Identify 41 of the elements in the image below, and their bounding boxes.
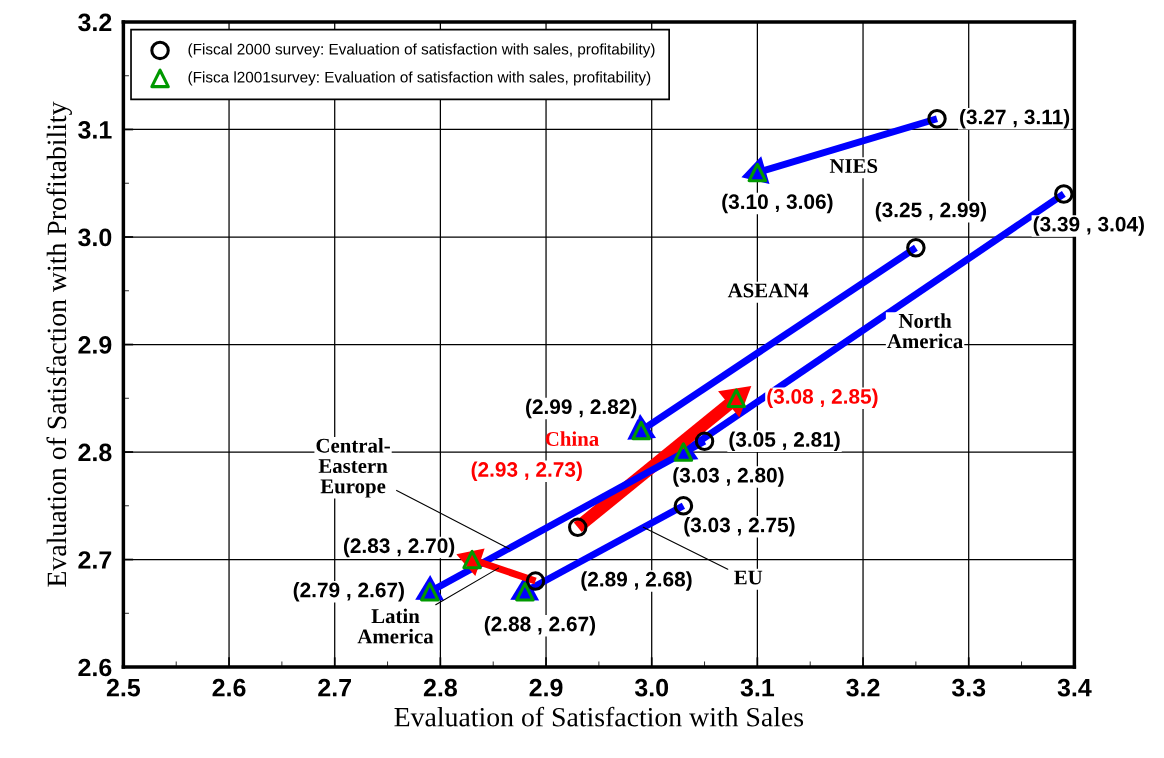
data-label: (3.03 , 2.75) bbox=[684, 517, 795, 537]
y-tick-label: 2.9 bbox=[78, 336, 112, 354]
data-label: (2.99 , 2.82) bbox=[526, 398, 637, 419]
x-tick-label: 2.9 bbox=[529, 678, 563, 697]
data-label: (2.79 , 2.67) bbox=[293, 582, 404, 602]
x-tick-label: 3.0 bbox=[634, 678, 669, 697]
x-tick-label: 3.2 bbox=[846, 678, 880, 697]
data-label: (3.25 , 2.99) bbox=[875, 202, 987, 222]
data-label: (3.08 , 2.85) bbox=[767, 388, 878, 408]
data-label: (3.03 , 2.80) bbox=[673, 467, 784, 487]
x-tick-label: 3.1 bbox=[740, 678, 775, 697]
data-label: (3.39 , 3.04) bbox=[1033, 216, 1144, 236]
x-tick-label: 2.7 bbox=[318, 678, 351, 697]
x-axis-title: Evaluation of Satisfaction with Sales bbox=[394, 706, 804, 727]
y-tick-label: 2.8 bbox=[78, 443, 112, 462]
data-label: (2.93 , 2.73) bbox=[471, 461, 582, 481]
y-tick-label: 2.7 bbox=[78, 551, 112, 569]
data-label: (2.88 , 2.67) bbox=[484, 616, 596, 636]
x-tick-label: 3.3 bbox=[951, 678, 986, 697]
legend-label: (Fisca l2001survey: Evaluation of satisfaction with sales, profitability) bbox=[188, 71, 651, 86]
annotation: Latin America bbox=[357, 608, 434, 644]
data-label: (3.27 , 3.11) bbox=[960, 109, 1070, 129]
y-tick-label: 3.0 bbox=[78, 228, 112, 247]
x-tick-label: 2.5 bbox=[106, 678, 141, 697]
legend-label: (Fiscal 2000 survey: Evaluation of satisfaction with sales, profitability) bbox=[188, 43, 655, 58]
x-tick-label: 3.4 bbox=[1057, 678, 1092, 697]
data-label: (2.83 , 2.70) bbox=[343, 537, 455, 558]
annotation: EU bbox=[734, 570, 763, 585]
y-tick-label: 2.6 bbox=[78, 658, 112, 677]
data-label: (2.89 , 2.68) bbox=[581, 571, 692, 591]
annotation: North America bbox=[887, 313, 963, 349]
data-label: (3.10 , 3.06) bbox=[722, 193, 833, 214]
y-axis-title: Evaluation of Satisfaction with Profitability bbox=[46, 101, 72, 587]
x-tick-label: 2.6 bbox=[212, 678, 246, 697]
annotation: Central- Eastern Europe bbox=[316, 437, 390, 498]
y-tick-label: 3.2 bbox=[78, 13, 112, 32]
annotation: NIES bbox=[829, 158, 878, 173]
x-tick-label: 2.8 bbox=[423, 678, 457, 697]
y-tick-label: 3.1 bbox=[78, 121, 112, 139]
data-label: (3.05 , 2.81) bbox=[729, 431, 840, 451]
annotation: ASEAN4 bbox=[727, 283, 809, 298]
